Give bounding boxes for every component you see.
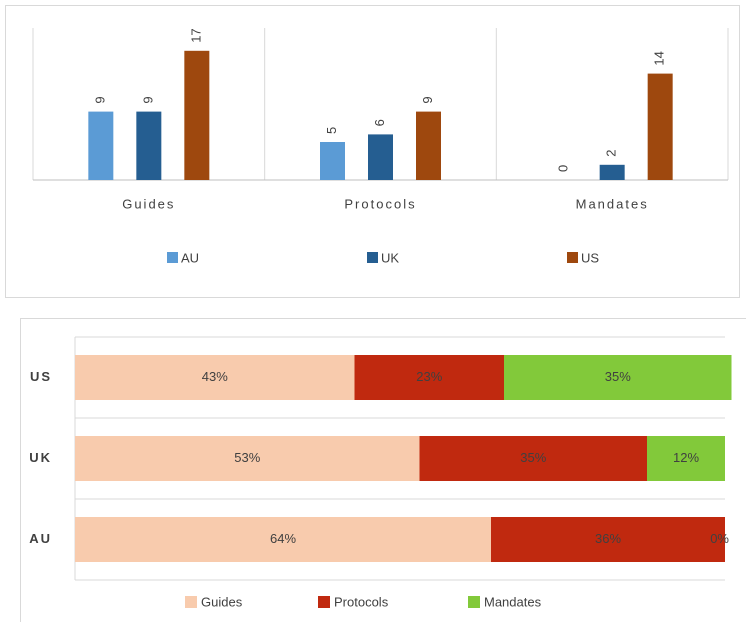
bar-segment bbox=[75, 355, 355, 400]
legend-swatch bbox=[167, 252, 178, 263]
bar-segment bbox=[491, 517, 725, 562]
legend-swatch bbox=[318, 596, 330, 608]
bar bbox=[88, 111, 114, 180]
bar bbox=[184, 50, 210, 180]
legend-label: US bbox=[581, 250, 599, 265]
x-tick-label: Guides bbox=[122, 196, 175, 211]
data-label: 6 bbox=[372, 119, 387, 126]
data-label: 35% bbox=[605, 369, 631, 384]
y-tick-label: US bbox=[30, 369, 52, 384]
data-label: 0 bbox=[556, 165, 571, 172]
data-label: 35% bbox=[520, 450, 546, 465]
legend-swatch bbox=[367, 252, 378, 263]
data-label: 17 bbox=[188, 28, 203, 42]
bar-segment bbox=[419, 436, 647, 481]
legend-label: UK bbox=[381, 250, 399, 265]
bar bbox=[647, 73, 673, 180]
data-label: 9 bbox=[420, 96, 435, 103]
bar bbox=[599, 164, 625, 180]
bar-segment bbox=[647, 436, 725, 481]
legend-swatch bbox=[185, 596, 197, 608]
legend-label: Protocols bbox=[334, 594, 389, 609]
bar-segment bbox=[504, 355, 732, 400]
legend-label: Mandates bbox=[484, 594, 542, 609]
y-tick-label: AU bbox=[29, 531, 52, 546]
bar bbox=[320, 142, 345, 180]
bar-segment bbox=[75, 436, 420, 481]
data-label: 36% bbox=[595, 531, 621, 546]
legend-swatch bbox=[567, 252, 578, 263]
chart-frame bbox=[5, 5, 740, 298]
bar-segment bbox=[75, 517, 491, 562]
data-label: 0% bbox=[710, 531, 729, 546]
data-label: 14 bbox=[652, 51, 667, 65]
legend-label: Guides bbox=[201, 594, 243, 609]
bar bbox=[368, 134, 393, 180]
data-label: 2 bbox=[604, 150, 619, 157]
chart-frame bbox=[20, 318, 746, 622]
data-label: 5 bbox=[324, 127, 339, 134]
x-tick-label: Protocols bbox=[344, 196, 416, 211]
x-tick-label: Mandates bbox=[576, 196, 649, 211]
data-label: 9 bbox=[92, 96, 107, 103]
y-tick-label: UK bbox=[29, 450, 52, 465]
legend-label: AU bbox=[181, 250, 199, 265]
data-label: 43% bbox=[202, 369, 228, 384]
data-label: 23% bbox=[416, 369, 442, 384]
bar bbox=[416, 111, 441, 180]
bar bbox=[136, 111, 162, 180]
data-label: 12% bbox=[673, 450, 699, 465]
bar-segment bbox=[354, 355, 504, 400]
data-label: 53% bbox=[234, 450, 260, 465]
data-label: 64% bbox=[270, 531, 296, 546]
data-label: 9 bbox=[140, 96, 155, 103]
legend-swatch bbox=[468, 596, 480, 608]
